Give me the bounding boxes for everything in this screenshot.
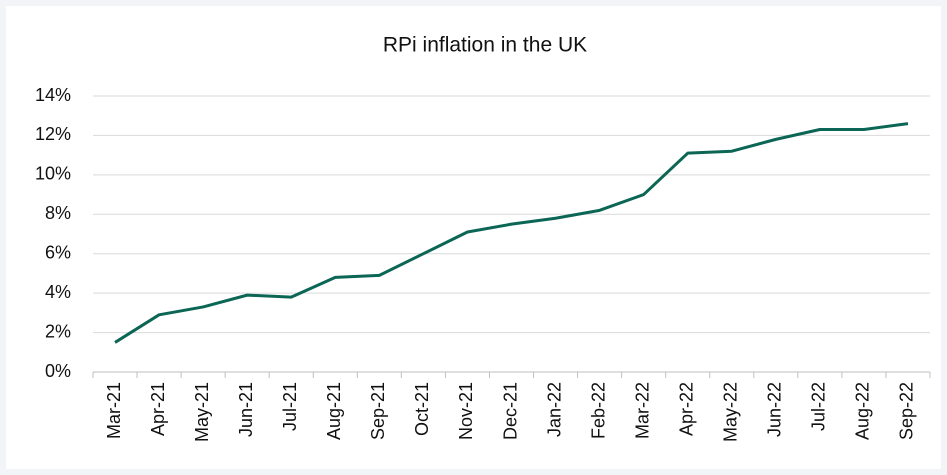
y-tick-label: 2% (45, 321, 71, 341)
x-tick-label: Mar-21 (104, 382, 124, 439)
chart-title: RPi inflation in the UK (383, 34, 587, 57)
y-tick-label: 8% (45, 203, 71, 223)
y-tick-label: 14% (35, 85, 71, 105)
x-tick-label: May-21 (192, 382, 212, 442)
x-tick-label: Feb-22 (588, 382, 608, 439)
x-tick-label: Mar-22 (632, 382, 652, 439)
x-tick-label: Apr-21 (148, 382, 168, 436)
x-tick-label: Jan-22 (544, 382, 564, 437)
x-tick-label: Dec-21 (500, 382, 520, 440)
line-series (114, 122, 909, 344)
x-tick-label: Jul-22 (809, 382, 829, 431)
x-tick-label: Sep-22 (897, 382, 917, 440)
x-tick-label: May-22 (721, 382, 741, 442)
x-tick-label: Aug-22 (853, 382, 873, 440)
y-tick-label: 6% (45, 242, 71, 262)
x-tick-label: Jun-22 (765, 382, 785, 437)
x-tick-label: Oct-21 (412, 382, 432, 436)
y-tick-label: 4% (45, 282, 71, 302)
x-tick-label: Apr-22 (676, 382, 696, 436)
x-tick-label: Jun-21 (236, 382, 256, 437)
x-tick-label: Jul-21 (280, 382, 300, 431)
x-tick-label: Sep-21 (368, 382, 388, 440)
x-tick-label: Aug-21 (324, 382, 344, 440)
y-tick-label: 0% (45, 361, 71, 381)
x-tick-label: Nov-21 (456, 382, 476, 440)
y-tick-label: 10% (35, 164, 71, 184)
y-tick-label: 12% (35, 124, 71, 144)
chart-area (6, 6, 941, 469)
